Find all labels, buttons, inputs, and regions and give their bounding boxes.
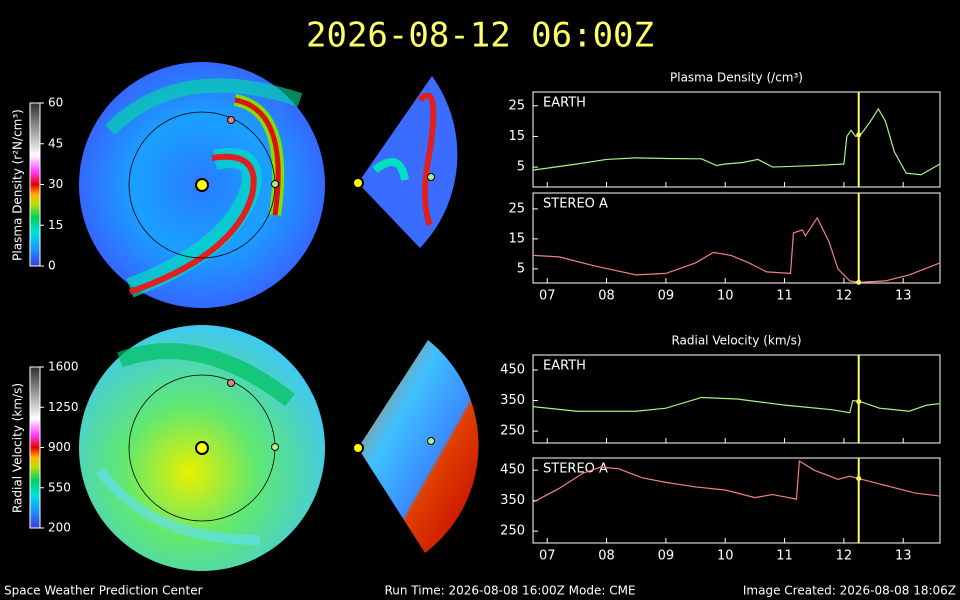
current-value-dot <box>856 399 862 405</box>
x-tick-label: 10 <box>717 289 734 304</box>
footer-right: Image Created: 2026-08-08 18:06Z <box>743 584 956 598</box>
y-tick-label: 25 <box>508 201 525 216</box>
colorbar-tick-label: 1250 <box>48 400 79 414</box>
x-tick-label: 13 <box>895 289 912 304</box>
y-tick-label: 250 <box>500 424 525 439</box>
x-tick-label: 08 <box>598 549 615 564</box>
footer-center: Run Time: 2026-08-08 16:00Z Mode: CME <box>384 584 635 598</box>
panel-title: Radial Velocity (km/s) <box>671 334 801 348</box>
y-tick-label: 450 <box>500 362 525 377</box>
x-tick-label: 12 <box>836 549 853 564</box>
colorbar-tick-label: 45 <box>48 136 63 150</box>
y-tick-label: 25 <box>508 98 525 113</box>
series-line <box>532 396 941 414</box>
velocity-map <box>79 325 479 571</box>
current-value-dot <box>856 279 862 285</box>
series-label: EARTH <box>543 359 586 374</box>
y-tick-label: 450 <box>500 463 525 478</box>
x-tick-label: 07 <box>539 289 556 304</box>
colorbar-label: Radial Velocity (km/s) <box>11 383 25 513</box>
current-value-dot <box>856 132 862 138</box>
x-tick-label: 09 <box>658 289 675 304</box>
x-tick-label: 13 <box>895 549 912 564</box>
footer-left: Space Weather Prediction Center <box>4 584 203 598</box>
x-tick-label: 08 <box>598 289 615 304</box>
colorbar-tick-label: 550 <box>48 480 71 494</box>
y-tick-label: 250 <box>500 524 525 539</box>
plot-frame <box>532 354 941 444</box>
y-tick-label: 350 <box>500 493 525 508</box>
x-tick-label: 09 <box>658 549 675 564</box>
x-tick-label: 11 <box>776 549 793 564</box>
colorbar <box>29 366 41 529</box>
colorbar-tick-label: 1600 <box>48 360 79 374</box>
panel-title: Plasma Density (/cm³) <box>670 71 803 85</box>
time-title: 2026-08-12 06:00Z <box>306 16 654 56</box>
colorbar-tick-label: 15 <box>48 218 63 232</box>
current-value-dot <box>856 476 862 482</box>
colorbar-tick-label: 60 <box>48 96 63 110</box>
y-tick-label: 350 <box>500 393 525 408</box>
colorbar-tick-label: 200 <box>48 521 71 535</box>
series-label: STEREO A <box>543 462 608 477</box>
colorbar-tick-label: 900 <box>48 440 71 454</box>
series-label: STEREO A <box>543 197 608 212</box>
plot-frame <box>532 91 941 188</box>
x-tick-label: 10 <box>717 549 734 564</box>
density-map <box>79 62 458 308</box>
colorbar-label: Plasma Density (r²N/cm³) <box>11 109 25 261</box>
x-tick-label: 12 <box>836 289 853 304</box>
colorbar-tick-label: 0 <box>48 259 56 273</box>
series-label: EARTH <box>543 96 586 111</box>
series-line <box>532 107 941 176</box>
colorbar-tick-label: 30 <box>48 177 63 191</box>
series-line <box>532 216 941 284</box>
y-tick-label: 5 <box>517 261 525 276</box>
y-tick-label: 15 <box>508 129 525 144</box>
plot-frame <box>532 192 941 284</box>
y-tick-label: 5 <box>517 160 525 175</box>
x-tick-label: 11 <box>776 289 793 304</box>
x-tick-label: 07 <box>539 549 556 564</box>
colorbar <box>29 102 41 267</box>
y-tick-label: 15 <box>508 231 525 246</box>
